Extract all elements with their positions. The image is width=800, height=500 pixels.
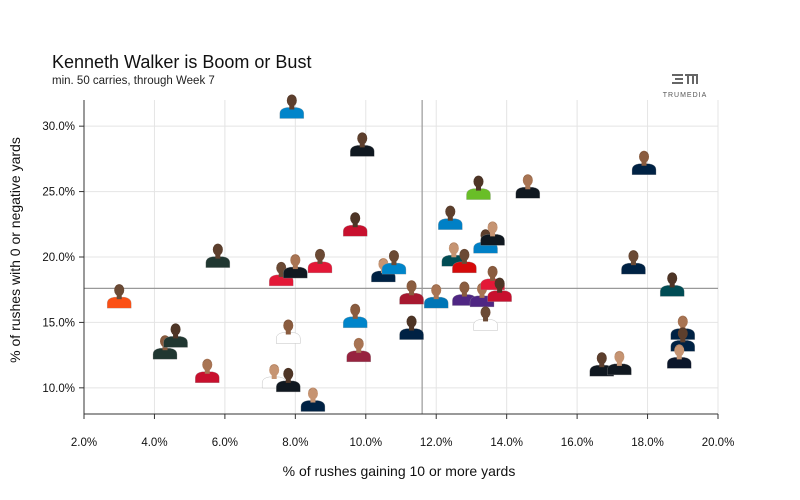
player-headshot-point [283,254,308,279]
player-headshot-point [424,284,449,309]
logo-text: TRUMEDIA [662,92,708,99]
trumedia-logo: TRUMEDIA [662,72,708,99]
player-headshot-point [399,280,424,305]
x-tick-label: 10.0% [349,437,382,449]
player-headshot-point [276,367,301,393]
player-headshot-point [399,315,424,340]
x-tick-label: 16.0% [561,437,594,449]
player-headshot-point [350,132,375,157]
reference-lines [84,100,718,414]
x-tick-label: 8.0% [282,437,308,449]
player-headshot-point [607,350,632,376]
y-tick-labels: 10.0% 15.0% 20.0% 25.0% 30.0% [42,121,75,395]
x-axis-title: % of rushes gaining 10 or more yards [283,463,516,479]
player-headshot-point [667,344,692,369]
y-tick-label: 30.0% [42,121,75,133]
player-headshot-point [487,277,512,302]
player-headshot-point [452,248,477,274]
player-headshot-point [381,250,407,275]
chart-subtitle: min. 50 carries, through Week 7 [52,75,215,87]
player-headshot-point [660,272,685,297]
player-headshot-point [307,248,333,274]
player-headshot-point [621,250,646,275]
player-headshot-point [276,319,301,344]
player-headshot-point [346,337,371,362]
player-headshot-point [343,303,368,328]
x-tick-labels: 2.0% 4.0% 6.0% 8.0% 10.0% 12.0% 14.0% 16.0% 18.0… [71,437,734,449]
axes [79,100,719,419]
y-tick-label: 10.0% [42,383,75,395]
y-axis-title: % of rushes with 0 or negative yards [7,137,23,363]
player-headshot-point [163,323,188,348]
x-tick-label: 12.0% [420,437,453,449]
y-tick-label: 25.0% [42,187,75,199]
data-points [107,94,695,412]
x-tick-label: 18.0% [631,437,664,449]
x-tick-label: 4.0% [141,437,167,449]
x-tick-label: 2.0% [71,437,97,449]
x-tick-label: 20.0% [702,437,735,449]
player-headshot-point [473,306,498,331]
player-headshot-point [343,212,368,237]
chart-title: Kenneth Walker is Boom or Bust [52,52,312,72]
y-tick-label: 20.0% [42,252,75,264]
x-tick-label: 14.0% [490,437,523,449]
player-headshot-point [195,358,220,383]
player-headshot-point [466,175,491,200]
player-headshot-point [480,221,505,246]
player-headshot-point [279,94,304,119]
y-tick-label: 15.0% [42,317,75,329]
player-headshot-point [438,205,463,230]
player-headshot-point [300,387,326,412]
x-tick-label: 6.0% [212,437,238,449]
player-headshot-point [205,243,230,268]
player-headshot-point [107,284,132,309]
player-headshot-point [631,150,657,175]
player-headshot-point [515,174,540,199]
trumedia-logo-icon [672,74,698,84]
